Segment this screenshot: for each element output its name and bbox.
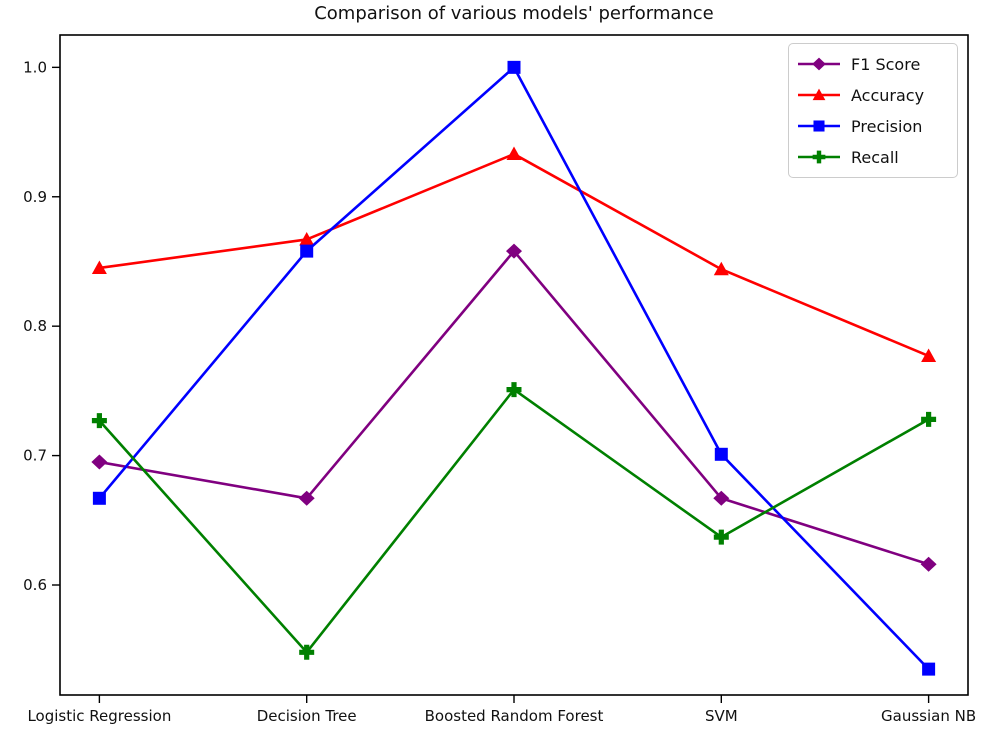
y-tick-label: 0.6 <box>23 576 47 594</box>
precision-data-point <box>300 244 314 258</box>
recall-data-point <box>299 644 315 660</box>
f1-score-legend-diamond-icon <box>798 57 840 71</box>
x-tick-label: Gaussian NB <box>881 707 976 725</box>
accuracy-data-point <box>506 146 522 161</box>
legend-label: F1 Score <box>851 54 921 74</box>
recall-data-point <box>921 411 937 427</box>
f1-score-data-point <box>506 243 522 259</box>
chart-title: Comparison of various models' performanc… <box>314 3 714 24</box>
x-tick-label: Logistic Regression <box>27 707 171 725</box>
accuracy-legend-triangle-icon <box>798 88 840 101</box>
y-tick-label: 0.7 <box>23 447 47 465</box>
y-tick-label: 0.8 <box>23 317 47 335</box>
precision-data-point <box>507 60 521 74</box>
recall-legend-plus-icon <box>798 150 840 164</box>
legend-item-f1-score: F1 Score <box>797 51 947 77</box>
legend-item-precision: Precision <box>797 113 947 139</box>
f1-score-data-point <box>91 454 108 470</box>
accuracy-data-point <box>921 348 937 362</box>
legend-label: Precision <box>851 116 923 136</box>
precision-legend-square-icon <box>798 120 840 132</box>
f1-score-data-point <box>298 490 315 506</box>
recall-data-point <box>713 529 729 545</box>
y-tick-label: 0.9 <box>23 188 47 206</box>
accuracy-data-point <box>91 260 107 274</box>
series-line-f1-score <box>99 249 930 566</box>
f1-score-data-point <box>713 490 730 506</box>
legend-item-accuracy: Accuracy <box>797 82 947 108</box>
y-tick-label: 1.0 <box>23 58 47 76</box>
legend-label: Recall <box>851 147 899 167</box>
accuracy-data-point <box>713 261 729 276</box>
precision-data-point <box>92 491 106 505</box>
legend: F1 Score Accuracy Precision Recall <box>788 43 958 178</box>
legend-label: Accuracy <box>851 85 925 105</box>
f1-score-data-point <box>920 556 937 572</box>
precision-data-point <box>922 662 936 676</box>
recall-data-point <box>91 413 107 429</box>
precision-data-point <box>714 447 728 461</box>
recall-data-point <box>506 382 522 398</box>
series-line-recall <box>98 388 930 654</box>
x-tick-label: Decision Tree <box>257 707 357 725</box>
accuracy-data-point <box>299 231 315 246</box>
legend-item-recall: Recall <box>797 144 947 170</box>
x-tick-label: Boosted Random Forest <box>425 707 604 725</box>
x-tick-label: SVM <box>705 707 738 725</box>
